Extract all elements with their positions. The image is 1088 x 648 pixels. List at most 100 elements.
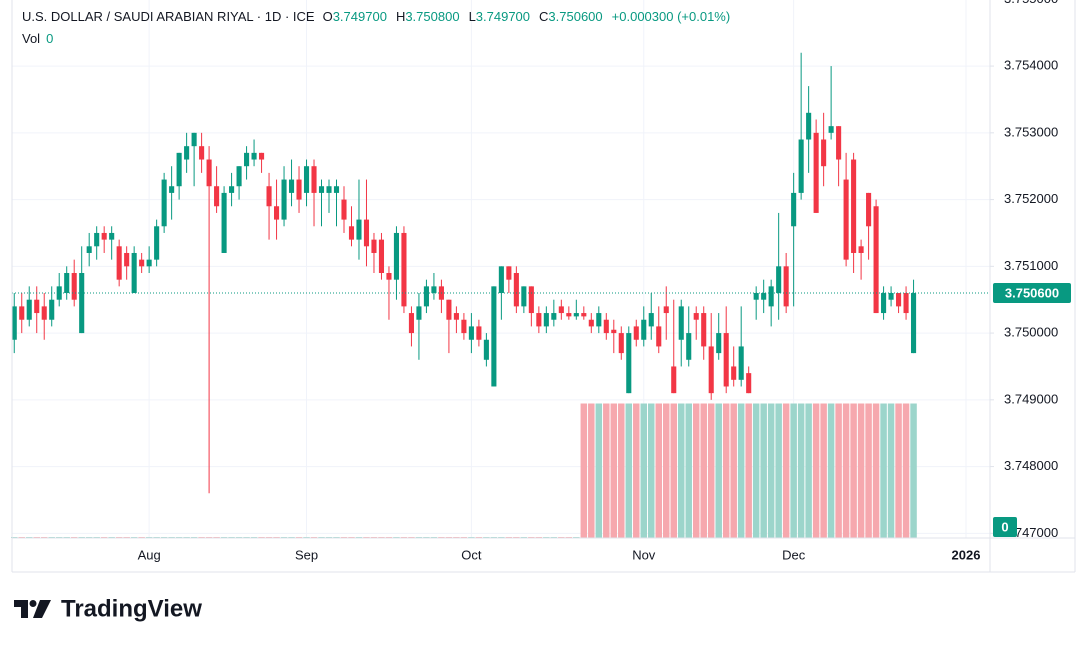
volume-bar [610,403,618,538]
legend-value: 3.749700 [333,9,387,24]
volume-pane [11,403,917,538]
candle-body [199,146,205,160]
candle-body [536,313,542,327]
candle-body [56,286,62,300]
candle-body [446,299,452,320]
volume-bar [767,403,775,538]
x-tick-label: Sep [295,547,318,562]
candle-body [408,313,414,334]
volume-bar [835,403,842,538]
y-tick-label: 3.754000 [1004,58,1058,73]
volume-bar [782,403,790,538]
volume-bar [752,403,760,538]
x-tick-label: Oct [461,547,482,562]
candle-body [596,313,602,327]
volume-tick-box [993,517,1017,537]
brand-name: TradingView [61,595,202,622]
volume-bar [857,403,865,538]
candle-body [558,306,564,314]
volume-bar [865,403,872,538]
candle-body [843,179,849,260]
candle-body [236,166,242,187]
candle-body [11,306,17,340]
candle-body [311,166,317,193]
volume-bar [895,403,902,538]
legend-value: 3.750800 [405,9,459,24]
candle-body [333,186,340,193]
candle-body [888,293,894,300]
last-price-box [993,283,1071,304]
candle-body [506,266,512,280]
candle-body [259,152,265,160]
logo-shape [14,600,28,618]
volume-bar [730,403,737,538]
candle-body [798,139,804,193]
volume-bar [625,403,633,538]
candle-body [723,333,729,387]
candle-body [656,326,662,347]
volume-bar [722,403,730,538]
candle-body [581,313,587,317]
candle-body [416,306,422,320]
grid [12,0,990,538]
candle-body [251,152,257,160]
candle-body [101,232,107,240]
y-tick-label: 3.752000 [1004,191,1058,206]
legend-label: L [469,9,476,24]
candle-body [288,179,295,193]
candle-body [776,266,782,294]
volume-bar [648,403,655,538]
candle-body [34,299,40,314]
candle-body [191,132,197,147]
candle-body [528,286,534,314]
candle-body [86,246,92,253]
candle-body [731,366,737,380]
candle-body [543,313,549,327]
x-tick-label: Dec [782,547,806,562]
candle-body [386,273,392,280]
candle-body [116,246,122,280]
volume-bar [588,403,595,538]
logo-shape [29,600,37,607]
candle-body [836,126,842,160]
candle-body [828,126,834,133]
candle-body [716,333,722,354]
volume-bar [872,403,880,538]
y-tick-label: 3.750000 [1004,325,1058,340]
candle-body [551,313,557,320]
candle-body [566,313,572,317]
candle-body [483,339,489,360]
logo-shape [33,600,51,618]
candle-body [161,179,167,227]
y-tick-label: 3.749000 [1004,391,1058,406]
candle-body [296,179,302,200]
candle-body [71,273,77,300]
legend-label: C [539,9,548,24]
candle-body [813,132,819,213]
candle-body [858,246,864,253]
volume-bar [775,403,782,538]
volume-bar [820,403,827,538]
candle-body [214,186,220,207]
candle-body [244,152,250,167]
candle-body [318,186,325,193]
candle-body [139,259,145,267]
y-tick-label: 3.753000 [1004,124,1058,139]
volume-bar [685,403,692,538]
candle-body [131,252,137,294]
candle-body [911,293,917,354]
candle-body [326,186,332,193]
volume-bar [670,403,677,538]
y-tick-label: 3.751000 [1004,258,1058,273]
x-tick-label: Aug [138,547,161,562]
volume-tick-label: 0 [1001,519,1008,534]
candle-body [701,313,707,347]
axes: 3.747000 3.748000 3.749000 3.750000 3.751000… [12,0,1071,562]
candle-body [79,273,85,334]
volume-bar [640,403,648,538]
candle-body [176,152,182,187]
candle-body [738,346,744,380]
candle-body [903,293,909,314]
candle-body [453,313,459,320]
candle-body [866,192,872,227]
